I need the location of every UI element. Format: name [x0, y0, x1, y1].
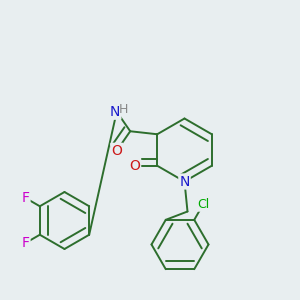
Text: H: H — [118, 103, 128, 116]
Text: N: N — [179, 175, 190, 188]
Text: O: O — [129, 159, 140, 173]
Text: O: O — [111, 144, 122, 158]
Text: F: F — [22, 236, 29, 250]
Text: Cl: Cl — [197, 198, 209, 211]
Text: F: F — [22, 191, 29, 205]
Text: N: N — [110, 105, 120, 119]
